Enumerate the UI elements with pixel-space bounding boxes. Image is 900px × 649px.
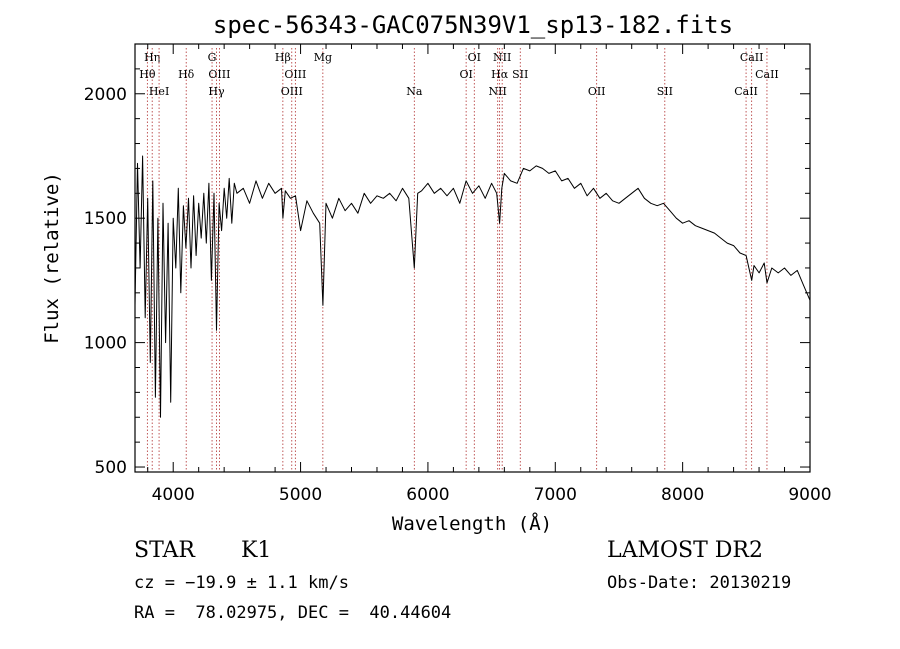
x-tick-label: 8000 <box>661 485 704 505</box>
line-marker-label: SII <box>512 68 528 81</box>
x-tick-label: 7000 <box>534 485 577 505</box>
y-tick-label: 1500 <box>84 209 127 229</box>
line-marker-label: Na <box>406 85 423 98</box>
line-marker-label: Hδ <box>178 68 195 81</box>
plot-frame <box>134 43 811 473</box>
line-marker-label: HeI <box>149 85 169 98</box>
line-marker-label: Hα <box>491 68 509 81</box>
line-marker-label: G <box>208 51 217 64</box>
x-axis-label: Wavelength (Å) <box>392 512 552 535</box>
chart-title: spec-56343-GAC075N39V1_sp13-182.fits <box>213 11 733 39</box>
x-tick-label: 4000 <box>152 485 195 505</box>
y-tick-label: 1000 <box>84 334 127 354</box>
axes: 4000 5000 6000 7000 8000 9000 500 1000 1500 2000 <box>84 43 832 505</box>
line-marker-label: OIII <box>284 68 306 81</box>
line-marker-label: OI <box>459 68 472 81</box>
line-marker-label: Hθ <box>139 68 156 81</box>
spectrum-line-0 <box>134 155 811 418</box>
line-marker-label: OIII <box>208 68 230 81</box>
line-marker-label: CaII <box>740 51 764 64</box>
object-class: STAR <box>134 538 195 563</box>
line-marker-label: Hβ <box>275 51 291 64</box>
line-marker-label: OIII <box>281 85 303 98</box>
obs-date: Obs-Date: 20130219 <box>607 573 792 593</box>
x-tick-label: 5000 <box>279 485 322 505</box>
y-axis-label: Flux (relative) <box>41 172 63 344</box>
y-tick-label: 2000 <box>84 85 127 105</box>
x-tick-label: 6000 <box>406 485 449 505</box>
line-marker-label: OII <box>588 85 606 98</box>
line-marker-label: NII <box>489 85 507 98</box>
object-subclass: K1 <box>241 538 272 563</box>
redshift-cz: cz = −19.9 ± 1.1 km/s <box>134 573 349 593</box>
line-marker-label: SII <box>657 85 673 98</box>
y-tick-label: 500 <box>95 458 127 478</box>
line-marker-label: Hγ <box>208 85 225 98</box>
line-marker-label: Mg <box>314 51 332 64</box>
x-tick-label: 9000 <box>788 485 831 505</box>
line-marker-label: CaII <box>734 85 758 98</box>
line-marker-label: NII <box>493 51 511 64</box>
coordinates: RA = 78.02975, DEC = 40.44604 <box>134 603 452 623</box>
line-marker-label: Hη <box>144 51 160 64</box>
line-marker-label: OI <box>468 51 481 64</box>
spectrum-series <box>134 155 811 418</box>
survey-name: LAMOST DR2 <box>607 538 763 563</box>
line-marker-label: CaII <box>755 68 779 81</box>
